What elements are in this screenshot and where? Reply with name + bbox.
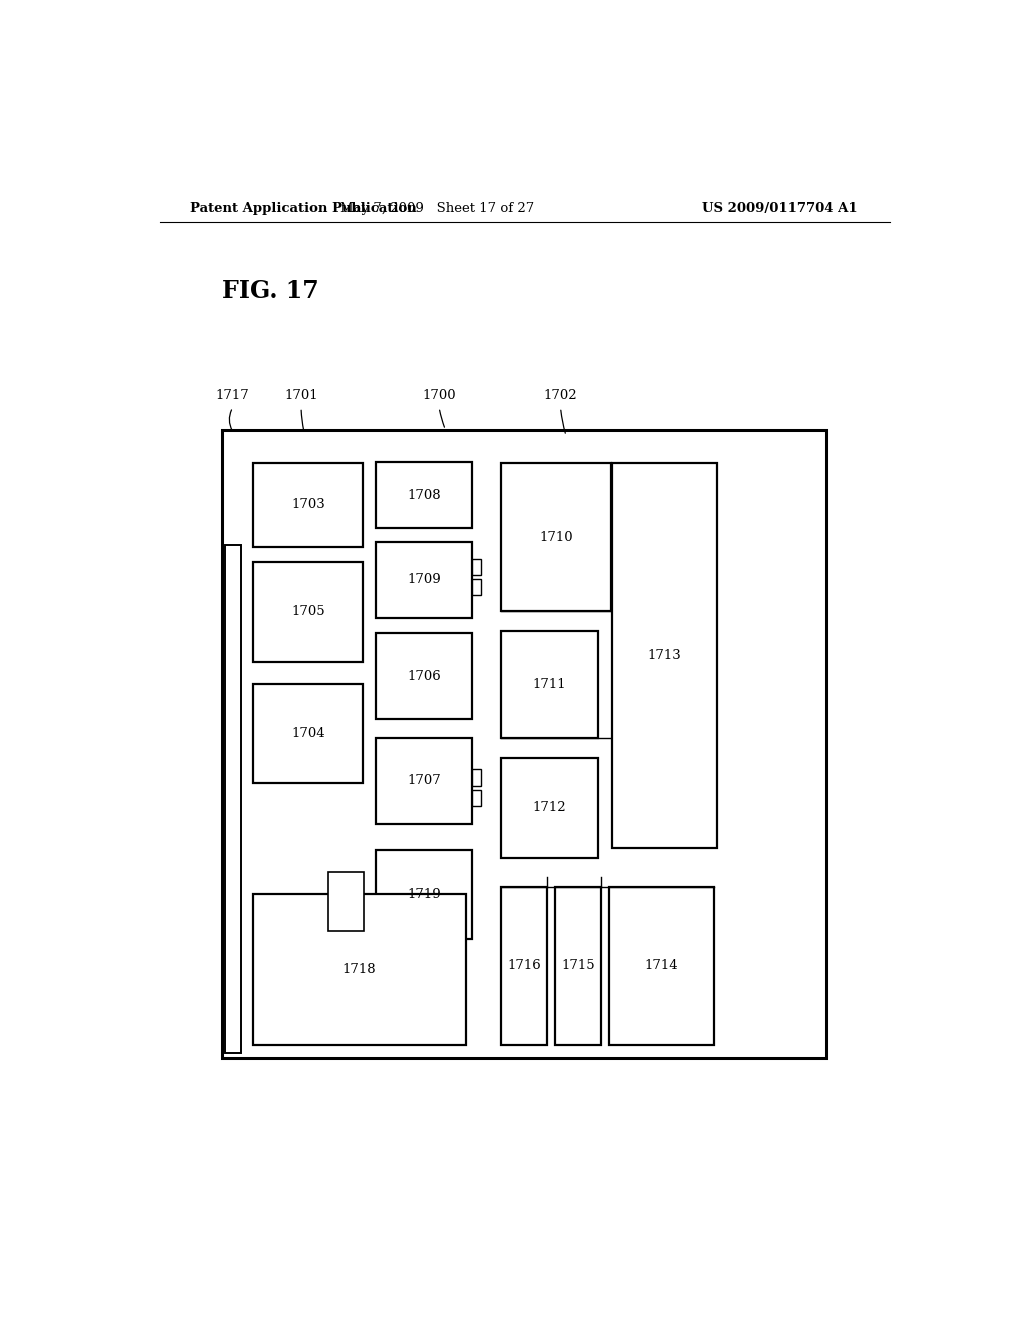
Text: 1701: 1701: [285, 389, 317, 403]
Bar: [555, 887, 601, 1044]
Bar: [376, 634, 472, 719]
Bar: [221, 430, 826, 1057]
Bar: [501, 463, 610, 611]
Text: May 7, 2009   Sheet 17 of 27: May 7, 2009 Sheet 17 of 27: [340, 202, 535, 215]
Text: 1710: 1710: [539, 531, 572, 544]
Text: 1707: 1707: [408, 775, 441, 788]
Bar: [501, 631, 598, 738]
Text: 1713: 1713: [647, 649, 681, 661]
Text: 1716: 1716: [507, 960, 541, 973]
Bar: [472, 789, 481, 805]
Text: 1715: 1715: [561, 960, 595, 973]
Text: FIG. 17: FIG. 17: [221, 279, 318, 302]
Bar: [486, 450, 808, 936]
Bar: [376, 541, 472, 618]
Text: 1703: 1703: [291, 499, 325, 511]
Bar: [249, 450, 479, 875]
Text: 1700: 1700: [422, 389, 456, 403]
Bar: [253, 562, 362, 661]
Text: 1712: 1712: [532, 801, 566, 814]
Bar: [225, 545, 241, 1053]
Text: 1706: 1706: [408, 669, 441, 682]
Bar: [501, 758, 598, 858]
Text: 1704: 1704: [292, 727, 325, 741]
Text: 1709: 1709: [408, 573, 441, 586]
Bar: [472, 770, 481, 785]
Bar: [472, 558, 481, 576]
Bar: [253, 463, 362, 546]
Text: 1717: 1717: [216, 389, 250, 403]
Bar: [376, 850, 472, 939]
Bar: [253, 894, 466, 1044]
Text: 1714: 1714: [644, 960, 678, 973]
Bar: [376, 462, 472, 528]
Bar: [472, 579, 481, 595]
Text: 1718: 1718: [343, 964, 377, 975]
Text: US 2009/0117704 A1: US 2009/0117704 A1: [702, 202, 858, 215]
Bar: [376, 738, 472, 824]
Bar: [609, 887, 714, 1044]
Bar: [612, 463, 717, 847]
Text: Patent Application Publication: Patent Application Publication: [189, 202, 417, 215]
Bar: [328, 873, 364, 931]
Bar: [501, 887, 547, 1044]
Text: 1708: 1708: [408, 488, 440, 502]
Bar: [253, 684, 362, 784]
Text: 1719: 1719: [408, 888, 441, 900]
Text: 1711: 1711: [532, 678, 566, 690]
Text: 1705: 1705: [292, 605, 325, 618]
Bar: [246, 437, 817, 1044]
Text: 1702: 1702: [544, 389, 578, 403]
